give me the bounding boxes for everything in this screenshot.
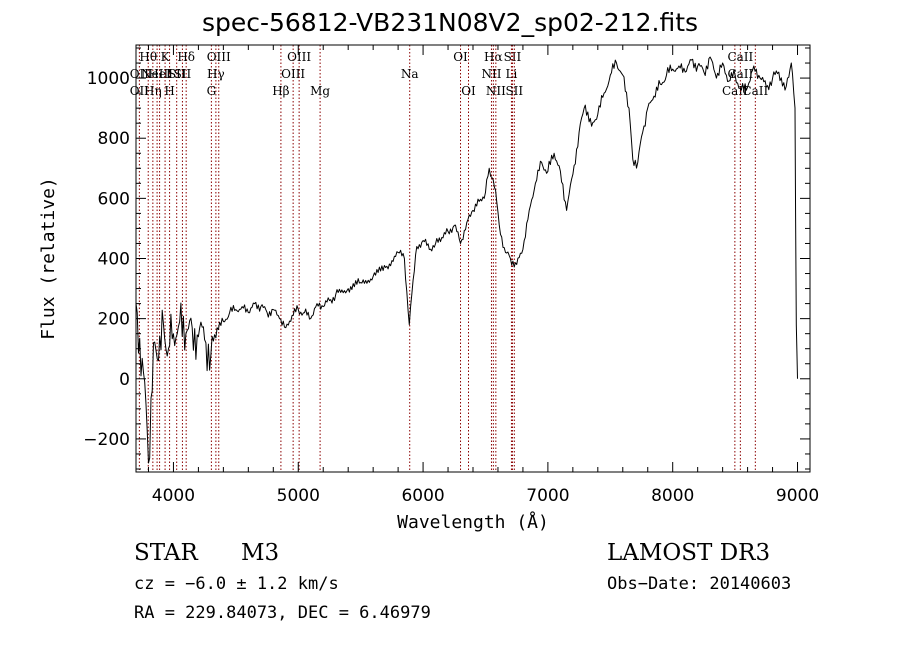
y-axis-label: Flux (relative) [38, 177, 59, 340]
x-tick-label: 8000 [651, 486, 694, 506]
line-marker-label: Hβ [272, 84, 289, 98]
line-marker-label: SII [174, 67, 192, 81]
y-tick-label: −200 [83, 430, 130, 450]
line-marker-label: Mg [310, 84, 330, 98]
plot-frame [135, 44, 811, 473]
line-marker-label: OIII [281, 67, 305, 81]
line-marker-label: OI [453, 50, 468, 64]
y-tick-label: 200 [98, 310, 130, 330]
line-marker-label: OII [130, 84, 150, 98]
line-marker-label: Na [401, 67, 419, 81]
line-marker-label: CaII [727, 50, 753, 64]
x-tick-label: 9000 [776, 486, 819, 506]
survey-name: LAMOST DR3 [607, 540, 771, 566]
line-marker-label: Hη [144, 84, 162, 98]
y-tick-label: 800 [98, 129, 130, 149]
line-marker-label: OII [130, 67, 150, 81]
line-marker-label: NII [481, 67, 501, 81]
line-marker-label: SII [505, 84, 523, 98]
y-tick-label: 1000 [87, 69, 130, 89]
line-marker-label: G [207, 84, 217, 98]
spectrum-line [135, 56, 798, 464]
line-marker-label: SII [168, 67, 186, 81]
redshift-cz: cz = −6.0 ± 1.2 km/s [134, 574, 339, 594]
x-axis-label: Wavelength (Å) [397, 511, 549, 533]
x-tick-label: 7000 [526, 486, 569, 506]
y-tick-label: 400 [98, 250, 130, 270]
line-marker-label: OI [461, 84, 476, 98]
y-tick-label: 0 [119, 370, 130, 390]
line-marker-label: SII [504, 50, 522, 64]
line-marker-label: Li [506, 67, 518, 81]
line-marker-label: Hγ [207, 67, 225, 81]
object-class: STAR [134, 540, 198, 566]
line-marker-label: Hθ [139, 50, 157, 64]
chart-title: spec-56812-VB231N08V2_sp02-212.fits [201, 8, 699, 37]
line-marker-label: K [161, 50, 171, 64]
object-subclass: M3 [241, 540, 280, 566]
x-tick-label: 4000 [152, 486, 195, 506]
line-marker-label: H [164, 84, 174, 98]
line-marker-label: Hδ [177, 50, 195, 64]
line-marker-label: OIII [287, 50, 311, 64]
observation-date: Obs−Date: 20140603 [607, 574, 792, 594]
x-tick-label: 5000 [277, 486, 320, 506]
line-marker-label: NII [486, 84, 506, 98]
y-tick-label: 600 [98, 189, 130, 209]
line-marker-label: OIII [207, 50, 231, 64]
ra-dec: RA = 229.84073, DEC = 6.46979 [134, 603, 431, 623]
line-marker-label: Hα [484, 50, 503, 64]
line-marker-label: CaII [742, 84, 768, 98]
x-tick-label: 6000 [401, 486, 444, 506]
